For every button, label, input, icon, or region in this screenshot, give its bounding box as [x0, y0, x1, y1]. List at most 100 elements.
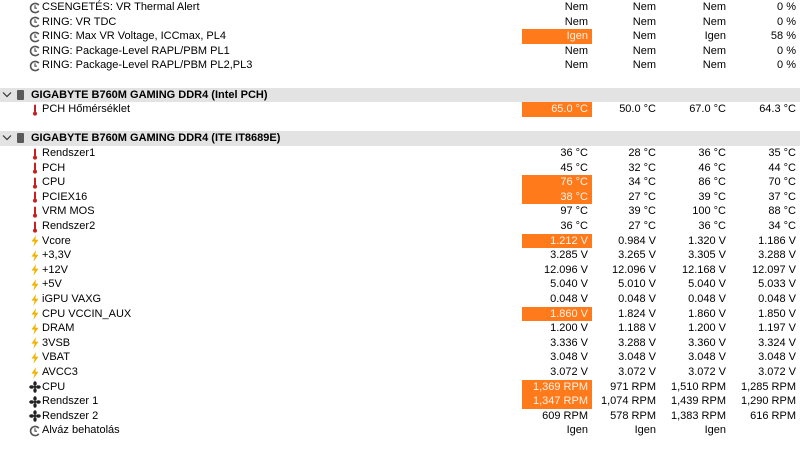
sensor-min-value: Igen: [634, 424, 656, 437]
clock-icon: [29, 45, 41, 58]
sensor-current-value: 1.860 V: [522, 306, 592, 322]
sensor-current-value: 36 °C: [560, 220, 588, 232]
sensor-current-value: 36 °C: [560, 147, 588, 159]
sensor-current-value: Nem: [564, 44, 588, 57]
thermometer-icon: [29, 191, 41, 204]
sensor-name: 3VSB: [42, 336, 71, 349]
sensor-max-value: 5.040 V: [688, 278, 726, 291]
sensor-row[interactable]: iGPU VAXG 0.048 V 0.048 V 0.048 V 0.048 V: [0, 292, 800, 307]
sensor-row[interactable]: PCIEX16 38 °C 27 °C 39 °C 37 °C: [0, 189, 800, 205]
sensor-max-value: 3.305 V: [688, 249, 726, 262]
sensor-row[interactable]: RING: Package-Level RAPL/PBM PL2,PL3 Nem N…: [0, 58, 800, 73]
sensor-row[interactable]: Rendszer 1 1,347 RPM 1,074 RPM 1,439 RPM 1,2…: [0, 394, 800, 409]
sensor-max-value: Igen: [704, 424, 726, 437]
sensor-avg-value: 1,285 RPM: [740, 380, 796, 393]
sensor-name: VBAT: [42, 351, 70, 364]
sensor-max-value: 3.048 V: [688, 351, 726, 364]
sensor-min-value: Nem: [632, 44, 656, 57]
sensor-max-value: 100 °C: [692, 205, 726, 218]
sensor-min-value: Nem: [632, 30, 656, 43]
sensor-avg-value: 0 %: [777, 44, 796, 57]
sensor-avg-value: 5.033 V: [758, 278, 796, 291]
sensor-name: RING: Package-Level RAPL/PBM PL2,PL3: [42, 59, 253, 72]
sensor-row[interactable]: Alváz behatolás Igen Igen Igen: [0, 423, 800, 438]
sensor-row[interactable]: CPU 76 °C 34 °C 86 °C 70 °C: [0, 175, 800, 190]
sensor-min-value: 0.984 V: [618, 234, 656, 247]
clock-icon: [29, 59, 41, 72]
sensor-row[interactable]: CSENGETÉS: VR Thermal Alert Nem Nem Nem 0 %: [0, 0, 800, 15]
sensor-max-value: Igen: [704, 30, 726, 43]
sensor-min-value: 3.288 V: [618, 336, 656, 349]
sensor-avg-value: 0 %: [777, 59, 796, 72]
sensor-row[interactable]: PCH 45 °C 32 °C 46 °C 44 °C: [0, 160, 800, 176]
sensor-name: Alváz behatolás: [42, 424, 120, 437]
sensor-min-value: 32 °C: [628, 161, 656, 174]
sensor-avg-value: 3.324 V: [758, 336, 796, 349]
sensor-current-value: 5.040 V: [550, 278, 588, 291]
sensor-min-value: 3.048 V: [618, 351, 656, 364]
sensor-avg-value: 1,290 RPM: [740, 395, 796, 408]
sensor-row[interactable]: DRAM 1.200 V 1.188 V 1.200 V 1.197 V: [0, 321, 800, 336]
sensor-row[interactable]: AVCC3 3.072 V 3.072 V 3.072 V 3.072 V: [0, 365, 800, 380]
fan-icon: [29, 410, 41, 423]
sensor-min-value: 50.0 °C: [619, 103, 656, 116]
sensor-current-value: 97 °C: [560, 205, 588, 218]
sensor-min-value: 12.096 V: [611, 263, 656, 276]
sensor-min-value: 28 °C: [628, 147, 656, 159]
sensor-current-value: 38 °C: [522, 189, 592, 205]
sensor-group-header[interactable]: GIGABYTE B760M GAMING DDR4 (Intel PCH): [0, 87, 800, 103]
sensor-row[interactable]: Rendszer1 36 °C 28 °C 36 °C 35 °C: [0, 146, 800, 161]
sensor-min-value: 971 RPM: [610, 380, 656, 393]
sensor-group-header[interactable]: GIGABYTE B760M GAMING DDR4 (ITE IT8689E): [0, 131, 800, 146]
sensor-row[interactable]: +12V 12.096 V 12.096 V 12.168 V 12.097 V: [0, 262, 800, 278]
sensor-row[interactable]: CPU 1,369 RPM 971 RPM 1,510 RPM 1,285 RPM: [0, 379, 800, 395]
sensor-current-value: Igen: [522, 29, 592, 44]
sensor-max-value: 1.200 V: [688, 322, 726, 335]
sensor-row[interactable]: PCH Hőmérséklet 65.0 °C 50.0 °C 67.0 °C 64.3…: [0, 102, 800, 117]
sensor-row[interactable]: +5V 5.040 V 5.010 V 5.040 V 5.033 V: [0, 277, 800, 292]
sensor-max-value: 46 °C: [698, 161, 726, 174]
sensor-name: +3,3V: [42, 249, 72, 262]
lightning-icon: [29, 337, 41, 350]
lightning-icon: [29, 293, 41, 306]
fan-icon: [29, 381, 41, 394]
clock-icon: [29, 1, 41, 14]
sensor-max-value: Nem: [702, 44, 726, 57]
sensor-row[interactable]: 3VSB 3.336 V 3.288 V 3.360 V 3.324 V: [0, 335, 800, 351]
sensor-current-value: 65.0 °C: [522, 102, 592, 117]
sensor-max-value: 3.360 V: [688, 336, 726, 349]
sensor-avg-value: 35 °C: [768, 147, 796, 159]
sensor-current-value: Igen: [566, 424, 588, 437]
sensor-current-value: Nem: [564, 15, 588, 28]
sensor-row[interactable]: RING: Max VR Voltage, ICCmax, PL4 Igen Nem…: [0, 29, 800, 44]
sensor-row[interactable]: VBAT 3.048 V 3.048 V 3.048 V 3.048 V: [0, 350, 800, 365]
sensor-row[interactable]: RING: VR TDC Nem Nem Nem 0 %: [0, 14, 800, 30]
sensor-current-value: 3.285 V: [550, 249, 588, 262]
chevron-down-icon[interactable]: [2, 89, 12, 101]
sensor-avg-value: 88 °C: [768, 205, 796, 218]
sensor-row[interactable]: CPU VCCIN_AUX 1.860 V 1.824 V 1.860 V 1.850 …: [0, 306, 800, 322]
sensor-min-value: 1,074 RPM: [600, 395, 656, 408]
sensor-group-title: GIGABYTE B760M GAMING DDR4 (Intel PCH): [31, 88, 268, 101]
sensor-min-value: 34 °C: [628, 176, 656, 189]
sensor-current-value: Nem: [564, 1, 588, 13]
sensor-row[interactable]: Rendszer2 36 °C 27 °C 36 °C 34 °C: [0, 219, 800, 234]
sensor-max-value: 0.048 V: [688, 293, 726, 305]
sensor-avg-value: 0 %: [777, 15, 796, 28]
sensor-max-value: 1,383 RPM: [670, 409, 726, 422]
sensor-min-value: Nem: [632, 15, 656, 28]
sensor-avg-value: 0 %: [777, 1, 796, 13]
sensor-avg-value: 12.097 V: [751, 263, 796, 276]
sensor-avg-value: 64.3 °C: [759, 103, 796, 116]
sensor-max-value: 67.0 °C: [689, 103, 726, 116]
sensor-row[interactable]: Vcore 1.212 V 0.984 V 1.320 V 1.186 V: [0, 233, 800, 249]
sensor-row[interactable]: VRM MOS 97 °C 39 °C 100 °C 88 °C: [0, 204, 800, 219]
clock-icon: [29, 30, 41, 43]
sensor-row[interactable]: Rendszer 2 609 RPM 578 RPM 1,383 RPM 616 RPM: [0, 408, 800, 424]
sensor-row[interactable]: RING: Package-Level RAPL/PBM PL1 Nem Nem Ne…: [0, 43, 800, 59]
sensor-name: +12V: [42, 263, 68, 276]
row-spacer: [0, 73, 800, 88]
sensor-row[interactable]: +3,3V 3.285 V 3.265 V 3.305 V 3.288 V: [0, 248, 800, 263]
sensor-max-value: 86 °C: [698, 176, 726, 189]
chevron-down-icon[interactable]: [2, 132, 12, 144]
